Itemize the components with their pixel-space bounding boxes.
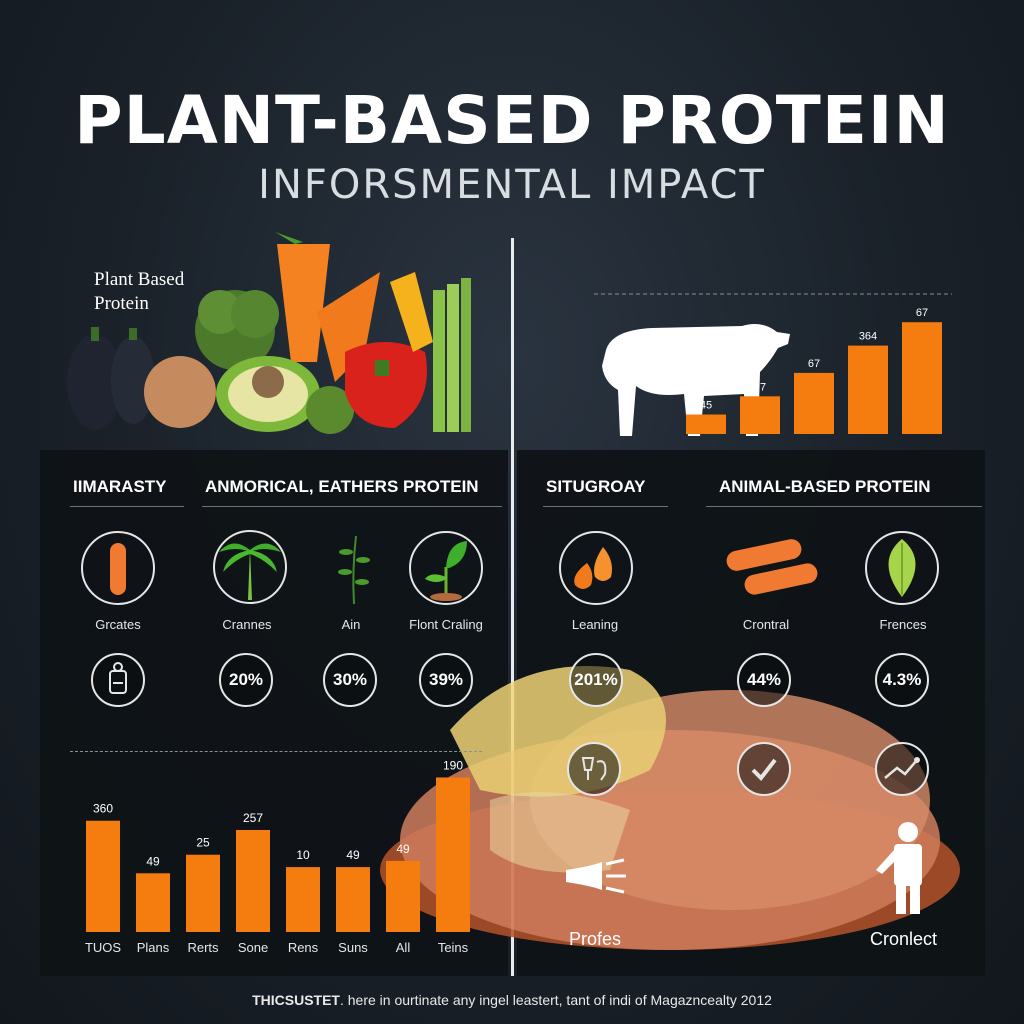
bottom-chart-bar xyxy=(336,867,370,932)
herb-sprig-icon xyxy=(332,530,376,606)
left-heading-2-rule xyxy=(202,506,502,507)
bottom-chart-category-label: Rerts xyxy=(187,940,219,955)
top-bar-chart: 45 37 67 364 67 xyxy=(594,293,952,436)
icon-label-4: Flont Craling xyxy=(409,617,483,632)
bottom-chart-value-label: 25 xyxy=(196,836,210,850)
left-heading-1: IIMARASTY xyxy=(73,477,167,496)
page-subtitle: INFORSMENTAL IMPACT xyxy=(258,162,766,208)
bottom-chart-category-label: Teins xyxy=(438,940,469,955)
vegetables-caption-line1: Plant Based xyxy=(94,269,185,290)
bottom-chart-category-label: Plans xyxy=(137,940,170,955)
bottom-chart-value-label: 190 xyxy=(443,758,463,772)
palm-tree-icon-circle xyxy=(213,528,287,604)
seedling-icon xyxy=(425,541,467,601)
percent-badge-2: 30% xyxy=(323,653,377,707)
right-heading-2-rule xyxy=(706,506,982,507)
bottom-chart-category-label: All xyxy=(396,940,411,955)
top-chart-value-label: 67 xyxy=(808,358,820,370)
top-chart-value-label: 67 xyxy=(916,307,928,319)
icon-label-3: Ain xyxy=(341,617,361,632)
bottom-chart-value-label: 360 xyxy=(93,802,113,816)
bottom-bar-chart: 360 TUOS 49 Plans 25 Rerts 257 Sone 10 Rens 49 Suns… xyxy=(85,758,470,955)
right-icon-label-2: Crontral xyxy=(742,617,790,632)
bottom-chart-bar xyxy=(436,777,470,932)
right-heading-2: ANIMAL-BASED PROTEIN xyxy=(719,477,931,496)
vegetables-caption: Plant Based Protein xyxy=(94,268,214,316)
top-chart-bar xyxy=(902,322,942,434)
right-bottom-label-1: Profes xyxy=(569,929,622,949)
bottom-chart-value-label: 49 xyxy=(396,842,410,856)
center-divider xyxy=(511,238,514,976)
cow-silhouette-icon xyxy=(602,324,790,436)
bottom-chart-gridline xyxy=(70,751,482,752)
bottom-chart-category-label: Rens xyxy=(288,940,319,955)
bottom-chart-value-label: 10 xyxy=(296,848,310,862)
bottom-chart-value-label: 49 xyxy=(146,854,160,868)
footer-text: THICSUSTET. here in ourtinate any ingel … xyxy=(0,992,1024,1008)
bottom-chart-bar xyxy=(86,820,120,932)
trend-line-icon xyxy=(884,757,920,779)
palm-tree-icon xyxy=(219,543,281,600)
bottom-chart-category-label: Suns xyxy=(338,940,368,955)
right-heading-1-rule xyxy=(543,506,668,507)
footer-rest: . here in ourtinate any ingel leastert, … xyxy=(339,992,772,1008)
top-chart-bar xyxy=(848,345,888,434)
top-chart-bar xyxy=(740,396,780,434)
leaf-icon xyxy=(888,539,916,597)
bottom-chart-bar xyxy=(186,854,220,932)
water-drops-icon xyxy=(574,547,612,589)
vegetables-caption-line2: Protein xyxy=(94,293,149,314)
trend-line-icon-circle xyxy=(875,742,929,796)
seedling-icon-circle xyxy=(409,531,483,605)
carrot-icon xyxy=(110,543,126,595)
bottom-chart-value-label: 49 xyxy=(346,848,360,862)
icon-label-1: Grcates xyxy=(95,617,141,632)
water-drops-icon-circle xyxy=(559,531,633,605)
footer-bold: THICSUSTET xyxy=(252,992,340,1008)
bottle-icon xyxy=(109,662,127,694)
right-icon-label-3: Frences xyxy=(879,617,927,632)
leaf-icon-circle xyxy=(865,531,939,605)
top-chart-bar xyxy=(686,414,726,434)
bottle-icon-circle xyxy=(91,653,145,707)
bottom-chart-bar xyxy=(386,860,420,932)
right-percent-badge-3: 4.3% xyxy=(875,653,929,707)
right-percent-badge-2: 44% xyxy=(737,653,791,707)
whistle-icon xyxy=(562,856,628,896)
goblet-icon xyxy=(581,757,607,781)
top-chart-value-label: 45 xyxy=(700,400,712,412)
bottom-chart-value-label: 257 xyxy=(243,811,263,825)
percent-badge-1: 20% xyxy=(219,653,273,707)
right-icon-label-1: Leaning xyxy=(571,617,619,632)
top-chart-bar xyxy=(794,372,834,434)
vegetables-illustration xyxy=(67,232,471,434)
checkmark-icon xyxy=(751,758,777,782)
sausage-icon xyxy=(722,531,820,605)
bottom-chart-bar xyxy=(236,830,270,932)
percent-badge-3: 39% xyxy=(419,653,473,707)
goblet-icon-circle xyxy=(567,742,621,796)
bottom-chart-bar xyxy=(136,873,170,932)
carrot-icon-circle xyxy=(81,531,155,605)
top-chart-value-label: 364 xyxy=(859,331,877,343)
left-heading-2: ANMORICAL, EATHERS PROTEIN xyxy=(205,477,479,496)
right-heading-1: SITUGROAY xyxy=(546,477,646,496)
right-bottom-label-2: Cronlect xyxy=(870,929,938,949)
bottom-chart-bar xyxy=(286,867,320,932)
page-title: PLANT-BASED PROTEIN xyxy=(74,82,950,159)
bottom-chart-category-label: Sone xyxy=(238,940,268,955)
left-heading-1-rule xyxy=(70,506,184,507)
right-percent-badge-1: 201% xyxy=(569,653,623,707)
person-icon xyxy=(872,820,944,916)
checkmark-icon-circle xyxy=(737,742,791,796)
icon-label-2: Crannes xyxy=(222,617,272,632)
top-chart-value-label: 37 xyxy=(754,381,766,393)
bottom-chart-category-label: TUOS xyxy=(85,940,121,955)
